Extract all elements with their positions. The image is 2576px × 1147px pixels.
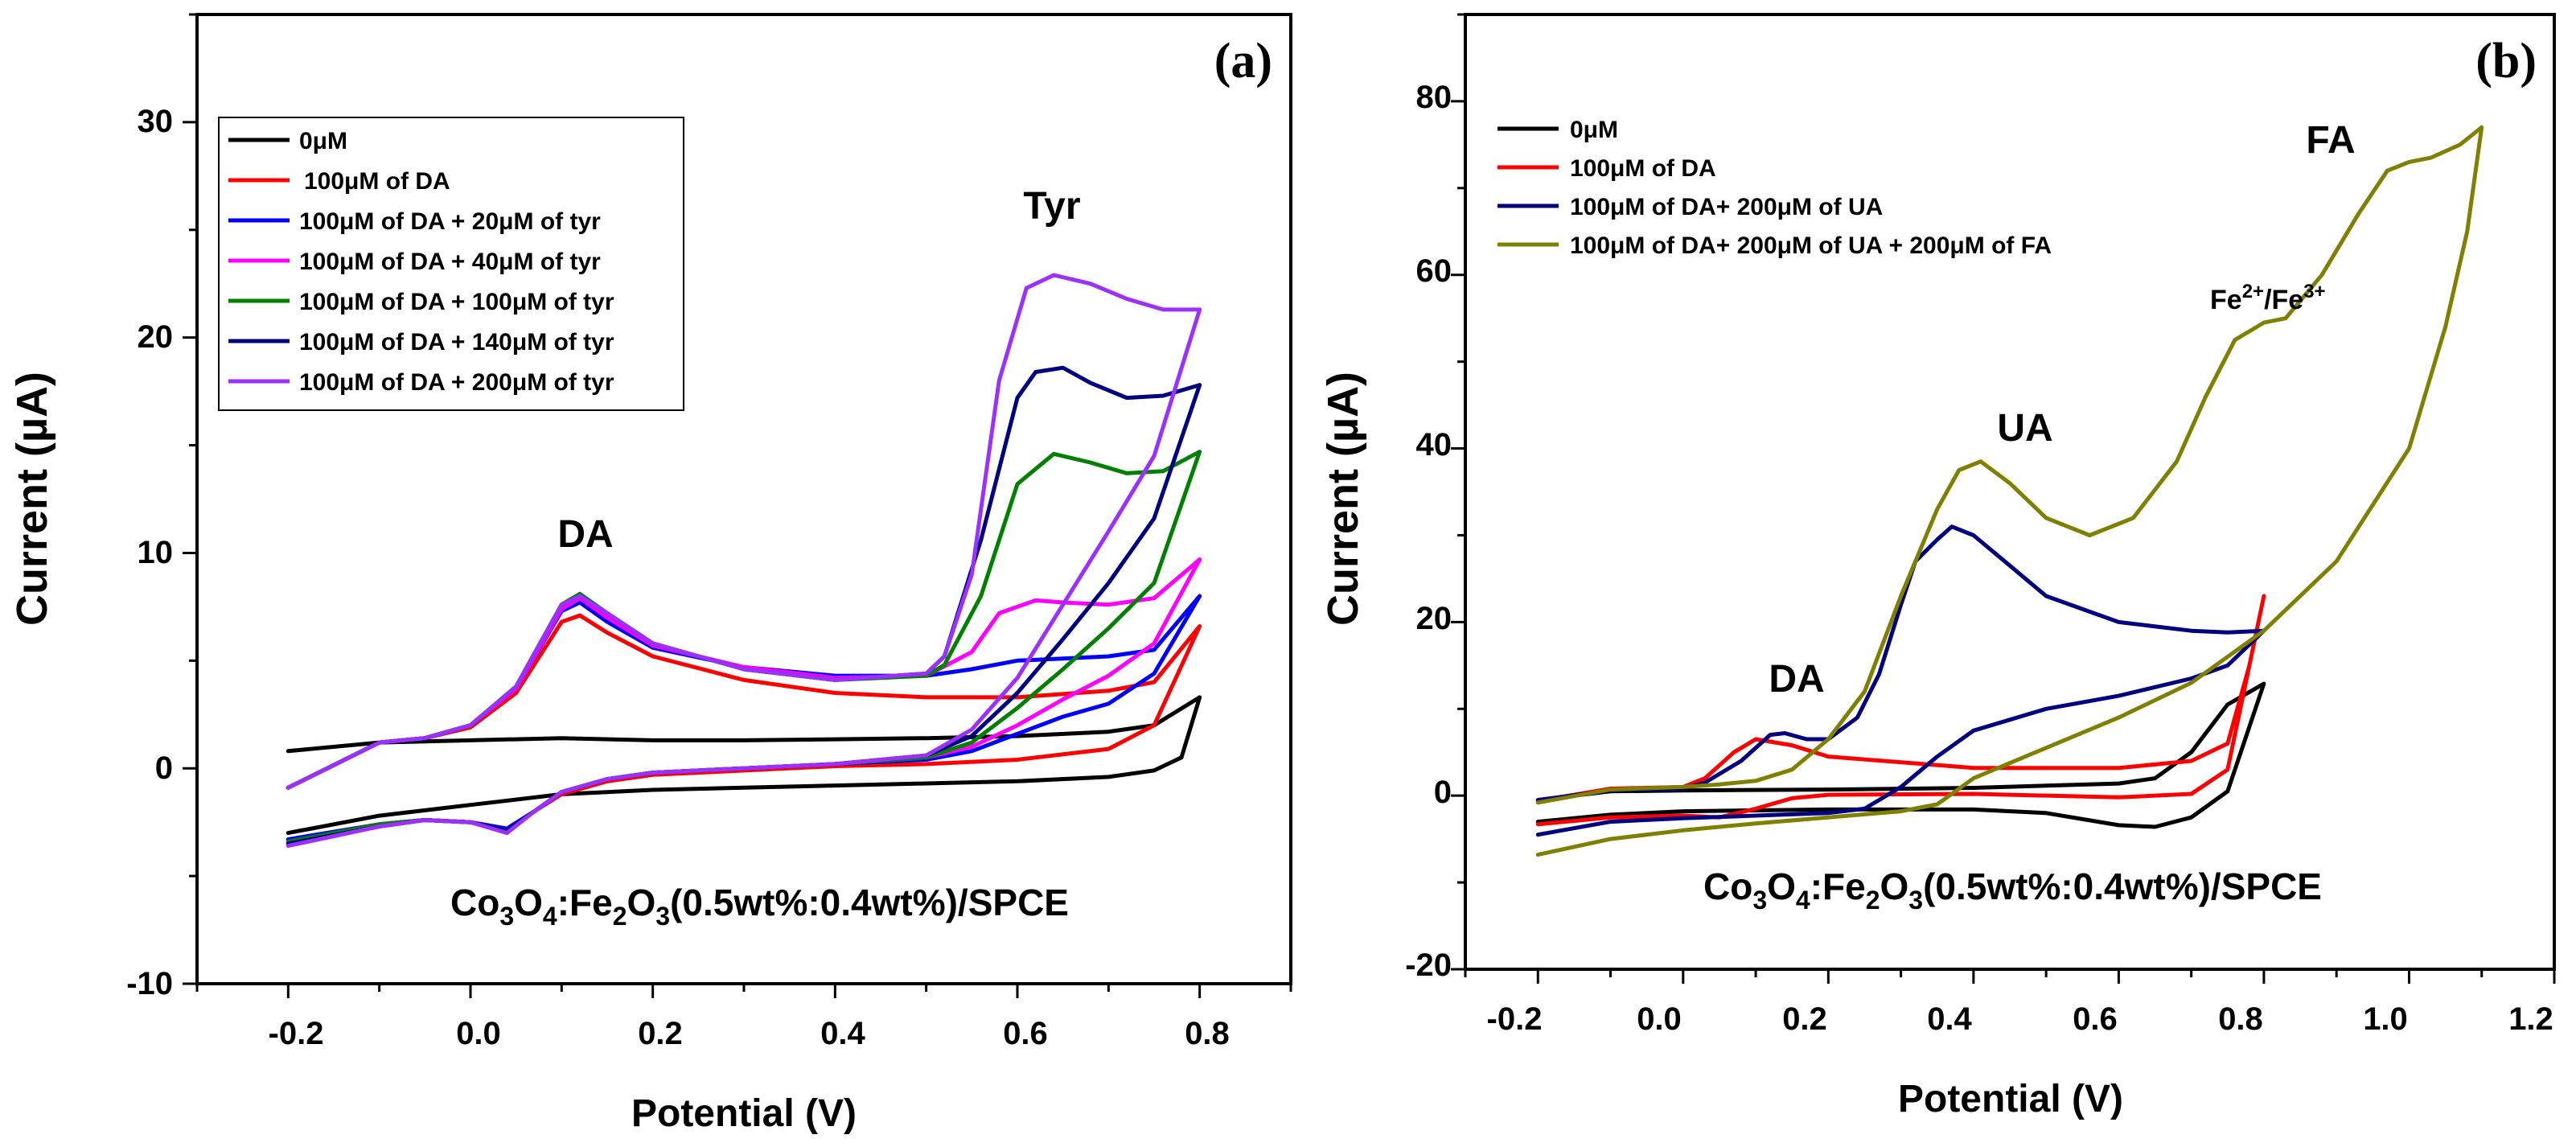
a-legend-label: 0μM bbox=[299, 128, 347, 154]
panel-a-ticks bbox=[183, 13, 1292, 998]
b-annotation-da: DA bbox=[1769, 658, 1824, 701]
b-legend: 0μM 100μM of DA 100μM of DA+ 200μM of UA… bbox=[1498, 117, 2052, 259]
a-legend-box bbox=[218, 117, 684, 411]
b-x-axis-title: Potential (V) bbox=[1898, 1078, 2123, 1120]
a-series-line-6 bbox=[286, 273, 1202, 849]
b-series-line-0 bbox=[1535, 681, 2266, 829]
b-legend-label: 0μM bbox=[1570, 117, 1618, 143]
a-series-line-2 bbox=[286, 594, 1202, 842]
b-xtick-label: 1.2 bbox=[2508, 1001, 2553, 1037]
a-xtick-label: -0.2 bbox=[269, 1016, 324, 1051]
a-legend-label: 100μM of DA + 100μM of tyr bbox=[299, 289, 614, 315]
a-ytick-label: 20 bbox=[138, 319, 174, 355]
a-ytick-label: 0 bbox=[155, 750, 173, 786]
a-legend-label: 100μM of DA + 40μM of tyr bbox=[299, 249, 601, 275]
a-series-line-1 bbox=[286, 613, 1202, 842]
b-panel-label: (b) bbox=[2475, 34, 2537, 88]
b-xtick-label: 0.0 bbox=[1637, 1001, 1682, 1037]
panel-a: -10 0 10 20 30 -0.2 0.0 0.2 0.4 0.6 0.8 … bbox=[8, 13, 1292, 1135]
a-panel-label: (a) bbox=[1214, 34, 1272, 88]
a-legend: 0μM 100μM of DA 100μM of DA + 20μM of ty… bbox=[218, 117, 684, 411]
panel-a-curves bbox=[286, 273, 1202, 849]
b-ytick-label: 40 bbox=[1416, 427, 1452, 462]
panel-b: -20 0 20 40 60 80 -0.2 0.0 0.2 0.4 0.6 0… bbox=[1319, 13, 2556, 1120]
a-annotation-da: DA bbox=[557, 513, 613, 556]
b-legend-label: 100μM of DA+ 200μM of UA bbox=[1570, 194, 1883, 220]
b-annotation-ua: UA bbox=[1997, 407, 2052, 450]
b-xtick-label: 1.0 bbox=[2363, 1001, 2408, 1037]
a-xtick-label: 0.6 bbox=[1003, 1016, 1048, 1051]
a-ytick-label: -10 bbox=[126, 966, 173, 1001]
b-legend-label: 100μM of DA bbox=[1570, 155, 1716, 182]
b-ytick-label: -20 bbox=[1405, 948, 1452, 983]
b-series-line-1 bbox=[1535, 594, 2266, 827]
a-annotation-tyr: Tyr bbox=[1023, 185, 1080, 228]
b-electrode-formula: Co3O4:Fe2O3(0.5wt%:0.4wt%)/SPCE bbox=[1703, 865, 2322, 915]
b-y-axis-title: Current (µA) bbox=[1319, 372, 1367, 626]
b-ytick-label: 60 bbox=[1416, 253, 1452, 289]
b-series-line-2 bbox=[1535, 524, 2266, 837]
b-annotation-fe-redox: Fe2+/Fe3+ bbox=[2210, 281, 2326, 315]
b-xtick-label: 0.6 bbox=[2073, 1001, 2118, 1037]
b-ytick-label: 0 bbox=[1434, 775, 1452, 810]
a-legend-label: 100μM of DA + 140μM of tyr bbox=[299, 329, 614, 356]
panel-b-curves bbox=[1535, 125, 2484, 857]
a-legend-label: 100μM of DA + 200μM of tyr bbox=[299, 369, 614, 396]
a-legend-label: 100μM of DA + 20μM of tyr bbox=[299, 208, 601, 235]
b-legend-label: 100μM of DA+ 200μM of UA + 200μM of FA bbox=[1570, 232, 2052, 259]
b-xtick-label: 0.2 bbox=[1782, 1001, 1827, 1037]
a-ytick-label: 10 bbox=[138, 535, 174, 570]
b-series-line-3 bbox=[1535, 125, 2484, 857]
a-electrode-formula: Co3O4:Fe2O3(0.5wt%:0.4wt%)/SPCE bbox=[450, 882, 1069, 931]
a-xtick-label: 0.8 bbox=[1185, 1016, 1230, 1051]
a-xtick-label: 0.0 bbox=[456, 1016, 501, 1051]
b-ytick-label: 80 bbox=[1416, 80, 1452, 115]
a-ytick-label: 30 bbox=[138, 104, 174, 139]
a-y-axis-title: Current (µA) bbox=[8, 372, 56, 626]
a-series-line-0 bbox=[286, 695, 1202, 836]
a-series-line-4 bbox=[286, 450, 1202, 844]
panel-b-ticks bbox=[1451, 13, 2556, 984]
b-annotation-fa: FA bbox=[2306, 119, 2355, 162]
b-xtick-label: -0.2 bbox=[1487, 1001, 1543, 1037]
a-xtick-label: 0.2 bbox=[638, 1016, 683, 1051]
a-x-axis-title: Potential (V) bbox=[631, 1092, 857, 1135]
a-legend-label: 100μM of DA bbox=[304, 168, 450, 195]
b-ytick-label: 20 bbox=[1416, 601, 1452, 636]
a-xtick-label: 0.4 bbox=[820, 1016, 865, 1051]
b-xtick-label: 0.8 bbox=[2218, 1001, 2263, 1037]
panel-b-frame bbox=[1464, 13, 2556, 971]
b-xtick-label: 0.4 bbox=[1927, 1001, 1972, 1037]
